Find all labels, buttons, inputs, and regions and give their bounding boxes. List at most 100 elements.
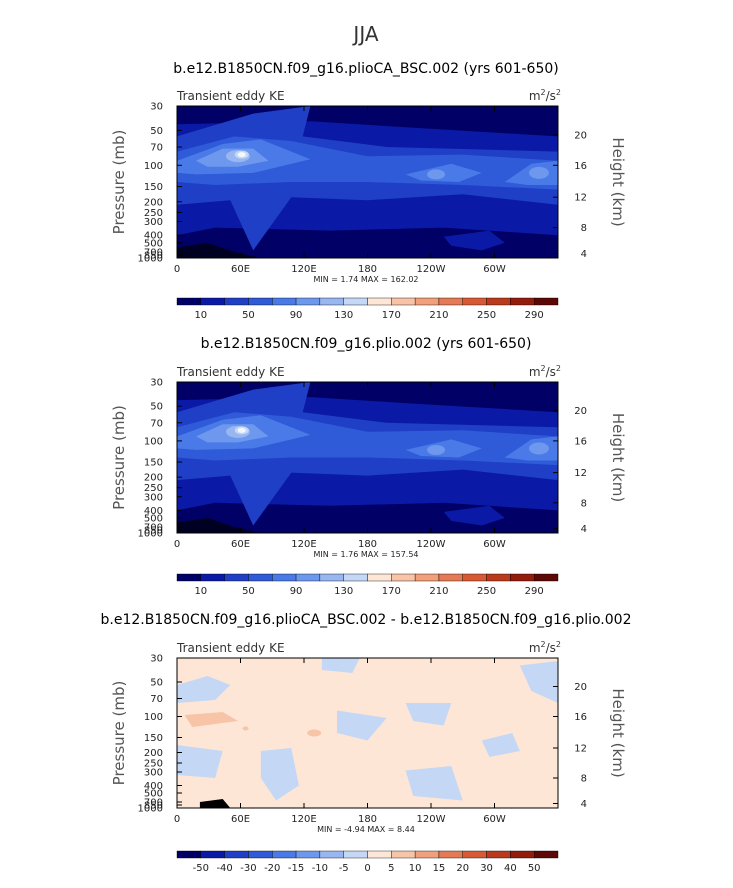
units-label: m2/s2	[529, 364, 561, 379]
units-base: m	[529, 641, 541, 655]
colorbar-swatch	[510, 297, 535, 306]
units-base: m	[529, 365, 541, 379]
colorbar-swatch	[319, 297, 344, 306]
units-exponent: 2	[556, 364, 561, 373]
colorbar-label: 170	[382, 586, 401, 597]
x-tick-label: 180	[358, 264, 377, 275]
x-tick-label: 0	[174, 539, 180, 550]
y-tick-label: 1000	[138, 529, 163, 540]
colorbar-swatch	[200, 850, 225, 859]
colorbar-swatch	[510, 850, 535, 859]
y-tick-label: 30	[150, 378, 163, 389]
colorbar-label: 290	[525, 586, 544, 597]
y-tick-label: 70	[150, 143, 163, 154]
colorbar-swatch	[248, 297, 273, 306]
colorbar-label: 50	[242, 586, 255, 597]
field-band-5b	[427, 169, 446, 180]
units-slash: /s	[546, 641, 556, 655]
y-tick-label: 70	[150, 418, 163, 429]
y-right-tick-label: 20	[574, 682, 587, 693]
variable-label: Transient eddy KE	[176, 89, 285, 103]
colorbar-label: 15	[433, 863, 446, 874]
x-tick-label: 120E	[291, 814, 316, 825]
y-tick-label: 700	[144, 247, 163, 258]
colorbar-label: -30	[240, 863, 256, 874]
colorbar-label: -5	[339, 863, 349, 874]
y-right-tick-label: 8	[581, 774, 587, 785]
panel-title: b.e12.B1850CN.f09_g16.plioCA_BSC.002 - b…	[101, 612, 632, 628]
y-tick-label: 1000	[138, 804, 163, 815]
variable-label: Transient eddy KE	[176, 641, 285, 655]
y-right-axis-title: Height (km)	[609, 688, 627, 777]
colorbar-swatch	[295, 297, 321, 306]
colorbar-swatch	[367, 573, 392, 582]
colorbar-label: -10	[312, 863, 328, 874]
colorbar-label: 210	[429, 310, 448, 321]
y-right-tick-label: 8	[581, 498, 587, 509]
colorbar-swatch	[533, 573, 559, 582]
min-max-stat: MIN = 1.76 MAX = 157.54	[313, 550, 418, 559]
colorbar-swatch	[295, 850, 321, 859]
colorbar-swatch	[391, 850, 416, 859]
colorbar-swatch	[462, 573, 487, 582]
y-tick-label: 150	[144, 458, 163, 469]
colorbar-swatch	[486, 297, 511, 306]
field-orography	[177, 517, 261, 533]
units-slash: /s	[546, 365, 556, 379]
y-right-tick-label: 8	[581, 223, 587, 234]
colorbar-swatch	[224, 850, 249, 859]
x-tick-label: 0	[174, 264, 180, 275]
x-tick-label: 120W	[417, 814, 446, 825]
y-tick-label: 850	[144, 801, 163, 812]
y-right-tick-label: 20	[574, 406, 587, 417]
x-tick-label: 60E	[231, 539, 250, 550]
colorbar-swatch	[248, 850, 273, 859]
x-tick-label: 60W	[483, 539, 506, 550]
figure-title: JJA	[351, 22, 378, 46]
field-negative-3	[177, 745, 223, 778]
panel-title: b.e12.B1850CN.f09_g16.plioCA_BSC.002 (yr…	[173, 61, 558, 77]
y-tick-label: 850	[144, 525, 163, 536]
field-negative-2	[337, 710, 387, 741]
colorbar-swatch	[343, 573, 368, 582]
field-band-5b	[427, 444, 446, 455]
y-right-tick-label: 12	[574, 193, 587, 204]
field-negative-8	[405, 766, 463, 801]
y-axis-title: Pressure (mb)	[110, 130, 128, 235]
colorbar-swatch	[248, 573, 273, 582]
y-right-tick-label: 16	[574, 161, 587, 172]
field-low-1	[443, 505, 505, 526]
colorbar-swatch	[533, 850, 559, 859]
y-right-tick-label: 4	[581, 524, 587, 535]
colorbar-label: 0	[364, 863, 370, 874]
x-tick-label: 120W	[417, 539, 446, 550]
y-tick-label: 50	[150, 678, 163, 689]
contour-field	[177, 382, 558, 533]
y-tick-label: 850	[144, 250, 163, 261]
y-tick-label: 500	[144, 513, 163, 524]
y-tick-label: 100	[144, 712, 163, 723]
y-tick-label: 30	[150, 102, 163, 113]
colorbar-swatch	[319, 573, 344, 582]
colorbar-label: 130	[334, 310, 353, 321]
colorbar-label: 50	[528, 863, 541, 874]
x-tick-label: 0	[174, 814, 180, 825]
y-tick-label: 700	[144, 522, 163, 533]
colorbar-label: -15	[288, 863, 304, 874]
y-tick-label: 200	[144, 197, 163, 208]
colorbar-label: 90	[290, 586, 303, 597]
y-right-tick-label: 4	[581, 799, 587, 810]
field-orography	[199, 799, 231, 808]
colorbar-label: -40	[216, 863, 232, 874]
units-exponent: 2	[541, 640, 546, 649]
colorbar-swatch	[533, 297, 559, 306]
colorbar-label: 130	[334, 586, 353, 597]
y-tick-label: 50	[150, 402, 163, 413]
x-tick-label: 180	[358, 539, 377, 550]
y-right-axis-title: Height (km)	[609, 137, 627, 226]
y-tick-label: 250	[144, 208, 163, 219]
y-tick-label: 400	[144, 781, 163, 792]
x-tick-label: 120E	[291, 539, 316, 550]
colorbar-label: -50	[193, 863, 209, 874]
